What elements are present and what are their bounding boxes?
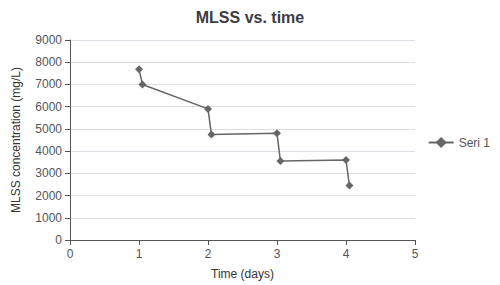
svg-text:4000: 4000 — [35, 144, 62, 158]
svg-text:2000: 2000 — [35, 189, 62, 203]
svg-text:Time (days): Time (days) — [211, 267, 274, 281]
svg-text:Seri 1: Seri 1 — [459, 136, 491, 150]
svg-text:8000: 8000 — [35, 55, 62, 69]
svg-text:7000: 7000 — [35, 77, 62, 91]
svg-text:0: 0 — [55, 233, 62, 247]
svg-text:3000: 3000 — [35, 166, 62, 180]
svg-text:0: 0 — [67, 247, 74, 261]
svg-text:6000: 6000 — [35, 100, 62, 114]
svg-text:1000: 1000 — [35, 211, 62, 225]
svg-text:MLSS concentration (mg/L): MLSS concentration (mg/L) — [9, 67, 23, 213]
svg-text:4: 4 — [343, 247, 350, 261]
svg-text:3: 3 — [274, 247, 281, 261]
svg-text:2: 2 — [205, 247, 212, 261]
svg-text:1: 1 — [136, 247, 143, 261]
svg-text:9000: 9000 — [35, 33, 62, 47]
svg-text:MLSS vs. time: MLSS vs. time — [196, 9, 305, 26]
svg-text:5: 5 — [412, 247, 419, 261]
svg-text:5000: 5000 — [35, 122, 62, 136]
